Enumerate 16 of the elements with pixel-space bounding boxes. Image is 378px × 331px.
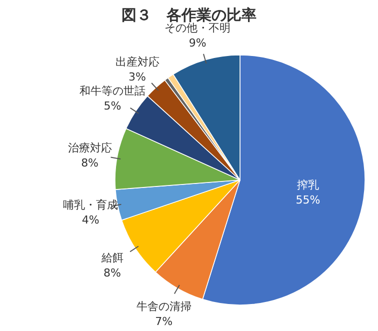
data-label: 9%	[188, 36, 206, 50]
data-label: 7%	[155, 315, 173, 328]
data-label: 8%	[104, 266, 121, 280]
slice-label: 和牛等の世話	[80, 84, 146, 98]
slice-label: その他・不明	[164, 22, 231, 35]
data-label: 5%	[104, 99, 122, 112]
data-label: 8%	[81, 156, 99, 170]
data-label: 4%	[82, 214, 100, 227]
slice-label: 搾乳	[296, 178, 319, 192]
slice-label: 治療対応	[68, 142, 112, 155]
data-label: 55%	[296, 193, 320, 206]
slice-label: 出産対応	[115, 55, 160, 68]
slice-label: 牛舎の清掃	[136, 300, 192, 314]
chart-title: 図３ 各作業の比率	[122, 6, 256, 24]
data-label: 3%	[128, 70, 146, 84]
slice-label: 給餌	[100, 251, 124, 264]
